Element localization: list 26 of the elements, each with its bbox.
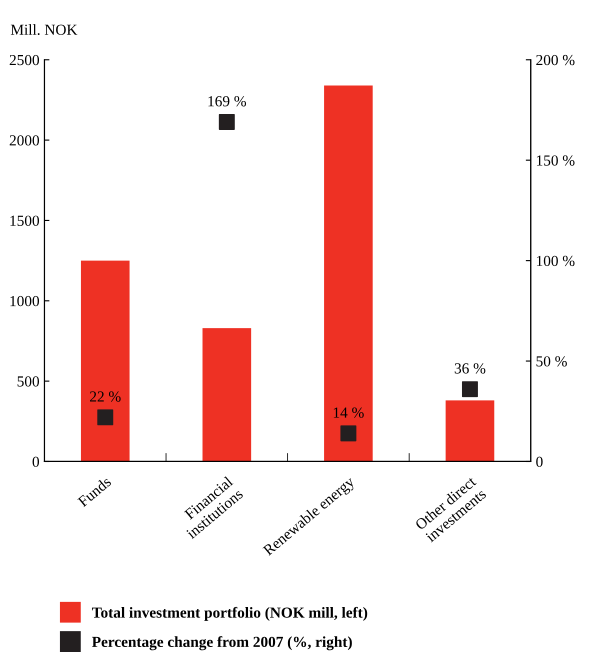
y-axis-title: Mill. NOK bbox=[10, 24, 78, 35]
y-tick-label: 1500 bbox=[10, 216, 40, 226]
y2-tick-label: 150 % bbox=[536, 155, 575, 166]
y-tick-label: 2000 bbox=[10, 135, 40, 146]
y2-tick-label: 200 % bbox=[536, 54, 575, 66]
y-tick-label: 2500 bbox=[10, 54, 40, 66]
y2-tick-label: 0 bbox=[536, 456, 543, 467]
y2-tick-label: 100 % bbox=[536, 256, 575, 266]
point bbox=[97, 409, 114, 426]
data-label: 14 % bbox=[334, 407, 364, 418]
legend-label: Total investment portfolio (NOK mill, left) bbox=[92, 606, 368, 621]
bar bbox=[202, 328, 252, 462]
data-label: 169 % bbox=[208, 96, 246, 106]
y-tick-label: 1000 bbox=[10, 296, 40, 306]
point bbox=[462, 381, 478, 398]
point bbox=[340, 425, 356, 442]
point bbox=[218, 114, 235, 130]
y-tick-label: 0 bbox=[32, 456, 40, 467]
bar bbox=[446, 400, 494, 462]
y-tick-label: 500 bbox=[18, 376, 40, 387]
bar bbox=[324, 85, 373, 462]
bar bbox=[80, 260, 130, 462]
y2-tick-label: 50 % bbox=[536, 356, 567, 367]
legend-label: Percentage change from 2007 (%, right) bbox=[92, 636, 352, 650]
data-label: 22 % bbox=[90, 391, 121, 402]
data-label: 36 % bbox=[454, 363, 486, 374]
